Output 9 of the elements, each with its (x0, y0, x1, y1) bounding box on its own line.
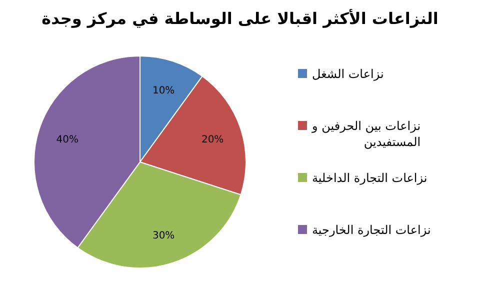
data-label: 40% (56, 134, 79, 146)
legend-label: نزاعات بين الحرفين و المستفيدين (311, 119, 421, 149)
legend-label: نزاعات التجارة الخارجية (312, 223, 431, 237)
data-label: 20% (201, 134, 224, 146)
chart-title: النزاعات الأكثر اقبالا على الوساطة في مركز وجدة (42, 8, 438, 28)
legend-label: نزاعات التجارة الداخلية (312, 171, 428, 185)
data-label: 30% (152, 230, 175, 242)
legend-label: نزاعات الشغل (312, 67, 384, 81)
data-label: 10% (152, 85, 175, 96)
